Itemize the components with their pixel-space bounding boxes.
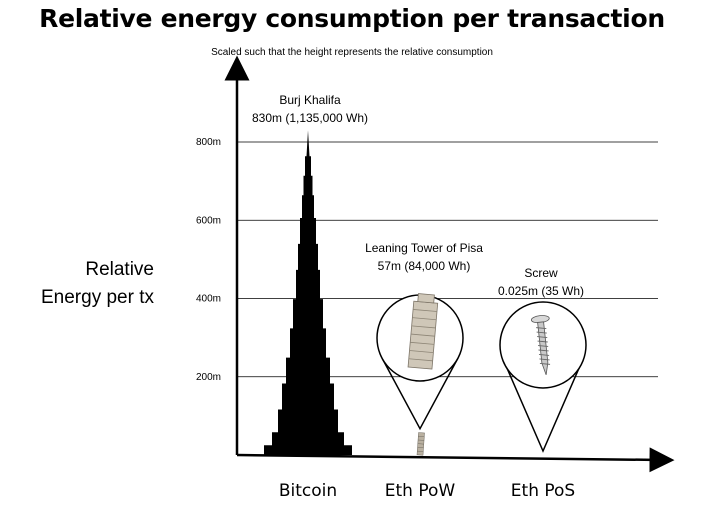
y-tick-label: 400m xyxy=(196,294,221,305)
annotation-line: 57m (84,000 Wh) xyxy=(378,259,471,273)
x-category-label: Eth PoS xyxy=(511,481,575,501)
chart-subtitle: Scaled such that the height represents t… xyxy=(211,47,493,58)
screw-thread xyxy=(539,362,551,365)
pisa-tower-large xyxy=(407,293,439,370)
chart-title: Relative energy consumption per transact… xyxy=(39,4,665,33)
y-axis-label: Relative Energy per tx xyxy=(14,256,154,312)
pisa-floor-line xyxy=(408,358,433,362)
screw-thread xyxy=(536,331,547,334)
x-axis xyxy=(236,447,675,473)
y-axis-ticks: 200m 400m 600m 800m xyxy=(196,137,221,383)
screw-large xyxy=(530,315,551,375)
x-category-label: Bitcoin xyxy=(279,481,337,501)
pisa-floor-line xyxy=(411,325,436,329)
screw-shank xyxy=(537,321,549,375)
screw-thread xyxy=(538,349,549,352)
annotation-line: Screw xyxy=(524,266,558,280)
x-axis-categories: Bitcoin Eth PoW Eth PoS xyxy=(279,481,575,501)
annotation-line: 830m (1,135,000 Wh) xyxy=(252,111,368,125)
screw-pointer xyxy=(502,358,584,453)
annotation-line: 0.025m (35 Wh) xyxy=(498,284,584,298)
screw-icon xyxy=(499,301,587,453)
burj-khalifa-base xyxy=(276,449,340,455)
screw-thread xyxy=(537,340,548,343)
y-tick-label: 600m xyxy=(196,215,221,226)
pisa-floor-line xyxy=(412,317,437,321)
pisa-belfry xyxy=(417,293,435,304)
pisa-floor-line xyxy=(413,309,438,312)
pisa-floor-line xyxy=(410,333,435,337)
x-category-label: Eth PoW xyxy=(385,481,456,501)
chart-marks xyxy=(264,130,587,456)
screw-thread xyxy=(536,327,547,330)
screw-thread xyxy=(538,354,550,356)
screw-thread xyxy=(539,358,550,361)
screw-thread xyxy=(537,345,549,347)
leaning-tower-of-pisa-icon xyxy=(376,293,464,456)
y-axis-label-line-2: Energy per tx xyxy=(41,287,154,308)
pisa-pointer xyxy=(381,357,459,431)
y-tick-label: 800m xyxy=(196,137,221,148)
y-axis-label-line-1: Relative xyxy=(85,259,154,280)
annotation-line: Leaning Tower of Pisa xyxy=(365,241,483,255)
screw-thread xyxy=(537,336,548,338)
burj-khalifa-shape xyxy=(264,130,352,455)
pisa-floor-line xyxy=(409,350,434,354)
y-tick-label: 200m xyxy=(196,372,221,383)
pisa-floor-line xyxy=(410,341,435,345)
burj-khalifa-icon xyxy=(264,130,352,455)
annotation-line: Burj Khalifa xyxy=(279,93,341,107)
annotations: Burj Khalifa 830m (1,135,000 Wh) Leaning T… xyxy=(252,93,584,298)
